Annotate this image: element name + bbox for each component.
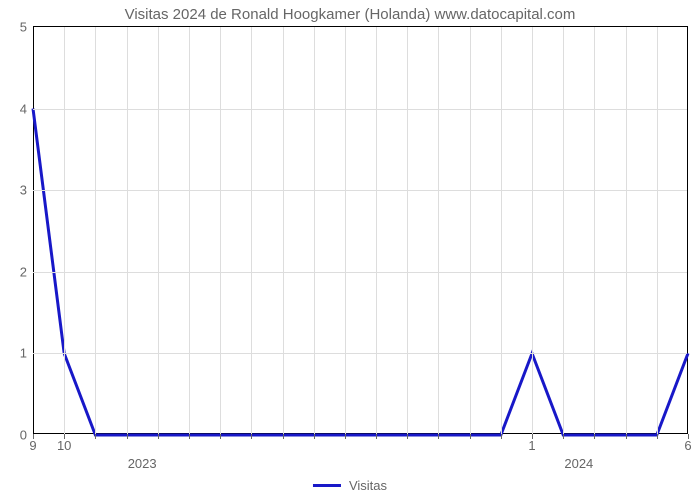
grid-line-v — [283, 27, 284, 434]
grid-line-v — [501, 27, 502, 434]
legend-swatch — [313, 484, 341, 487]
x-tick-mark — [563, 434, 564, 439]
grid-line-h — [33, 353, 687, 354]
x-tick-mark — [438, 434, 439, 439]
x-tick-mark — [501, 434, 502, 439]
x-tick-label: 1 — [528, 438, 535, 453]
x-tick-mark — [657, 434, 658, 439]
grid-line-v — [95, 27, 96, 434]
grid-line-v — [657, 27, 658, 434]
grid-line-h — [33, 109, 687, 110]
chart-title: Visitas 2024 de Ronald Hoogkamer (Holand… — [0, 0, 700, 23]
x-tick-mark — [594, 434, 595, 439]
x-tick-mark — [345, 434, 346, 439]
grid-line-v — [220, 27, 221, 434]
y-tick-label: 3 — [20, 183, 27, 198]
grid-line-v — [563, 27, 564, 434]
x-tick-mark — [283, 434, 284, 439]
grid-line-v — [64, 27, 65, 434]
grid-line-v — [532, 27, 533, 434]
plot-area: 0123459101620232024 — [33, 26, 688, 434]
x-tick-label: 6 — [684, 438, 691, 453]
grid-line-v — [158, 27, 159, 434]
data-line — [33, 27, 688, 435]
x-tick-mark — [626, 434, 627, 439]
grid-line-v — [345, 27, 346, 434]
y-tick-label: 0 — [20, 428, 27, 443]
y-tick-label: 2 — [20, 264, 27, 279]
x-tick-mark — [407, 434, 408, 439]
grid-line-h — [33, 272, 687, 273]
grid-line-v — [626, 27, 627, 434]
grid-line-v — [376, 27, 377, 434]
x-tick-mark — [189, 434, 190, 439]
x-tick-mark — [376, 434, 377, 439]
grid-line-v — [251, 27, 252, 434]
grid-line-h — [33, 190, 687, 191]
y-tick-label: 5 — [20, 20, 27, 35]
grid-line-v — [127, 27, 128, 434]
x-tick-mark — [95, 434, 96, 439]
grid-line-v — [438, 27, 439, 434]
x-tick-mark — [251, 434, 252, 439]
x-tick-label: 9 — [29, 438, 36, 453]
x-tick-mark — [220, 434, 221, 439]
x-group-label: 2023 — [128, 456, 157, 471]
grid-line-v — [407, 27, 408, 434]
grid-line-v — [594, 27, 595, 434]
x-group-label: 2024 — [564, 456, 593, 471]
chart-container: Visitas 2024 de Ronald Hoogkamer (Holand… — [0, 0, 700, 500]
x-tick-mark — [470, 434, 471, 439]
y-tick-label: 1 — [20, 346, 27, 361]
x-tick-mark — [127, 434, 128, 439]
grid-line-v — [470, 27, 471, 434]
legend: Visitas — [313, 478, 387, 493]
x-tick-mark — [158, 434, 159, 439]
grid-line-v — [189, 27, 190, 434]
y-tick-label: 4 — [20, 101, 27, 116]
grid-line-v — [314, 27, 315, 434]
x-tick-mark — [314, 434, 315, 439]
legend-label: Visitas — [349, 478, 387, 493]
x-tick-label: 10 — [57, 438, 71, 453]
